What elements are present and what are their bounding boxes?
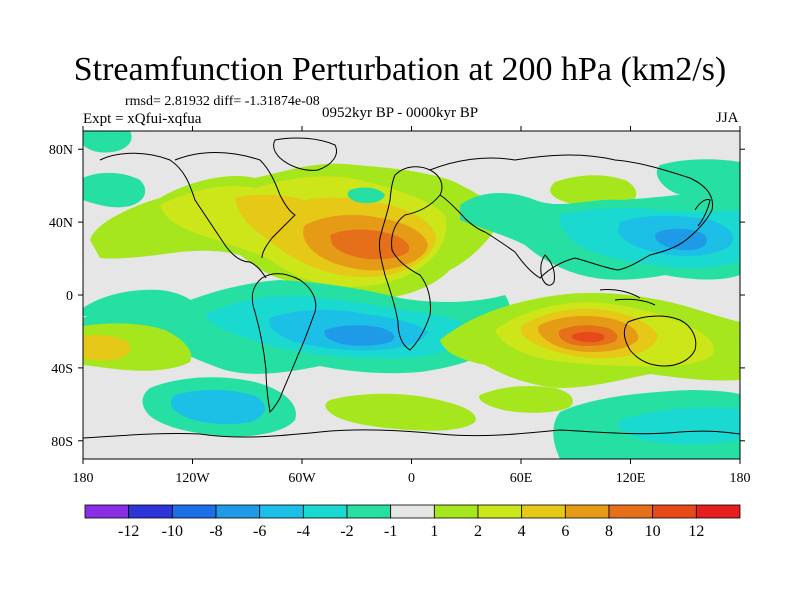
colorbar-swatch bbox=[128, 504, 173, 519]
coast-south-america bbox=[251, 273, 317, 414]
colorbar-label: 1 bbox=[430, 523, 438, 540]
contour-fill-pos-indian-6 bbox=[572, 331, 605, 343]
x-axis: 180 120W 60W 0 60E 120E 180 bbox=[73, 126, 751, 486]
coast-japan bbox=[694, 199, 711, 227]
contour-fill-neg-s-pacific-high-2 bbox=[170, 389, 266, 425]
contour-fill-neg-arctic-right bbox=[656, 159, 740, 199]
colorbar-label: 6 bbox=[561, 523, 569, 540]
colorbar-label: -2 bbox=[340, 523, 353, 540]
colorbar-label: 12 bbox=[688, 523, 704, 540]
contour-fill-pos-n-atlantic-5 bbox=[330, 229, 410, 260]
colorbar-swatch bbox=[433, 504, 479, 519]
coastlines bbox=[83, 137, 740, 439]
colorbar-label: 4 bbox=[518, 523, 526, 540]
colorbar-label: 8 bbox=[605, 523, 613, 540]
y-tick-label: 40S bbox=[51, 362, 73, 377]
y-tick-label: 40N bbox=[49, 216, 73, 231]
coast-indonesia bbox=[599, 289, 656, 306]
colorbar-label: 2 bbox=[474, 523, 482, 540]
map-panel bbox=[83, 131, 740, 459]
x-tick-label: 120E bbox=[616, 471, 646, 486]
colorbar-label: -10 bbox=[162, 523, 183, 540]
coast-australia bbox=[623, 315, 697, 367]
contour-fill-neg-arctic-left bbox=[83, 131, 132, 153]
contour-fill-neg-asia-4 bbox=[655, 228, 707, 251]
x-tick-label: 180 bbox=[730, 471, 751, 486]
contour-fill-neg-s-atlantic-4 bbox=[324, 325, 395, 346]
x-tick-label: 0 bbox=[408, 471, 415, 486]
x-tick-label: 180 bbox=[73, 471, 94, 486]
colorbar-swatch bbox=[521, 504, 566, 519]
colorbar-swatch bbox=[215, 504, 261, 519]
colorbar-swatch bbox=[477, 504, 523, 519]
y-axis: 80N 40N 0 40S 80S bbox=[49, 143, 745, 450]
colorbar-swatch bbox=[302, 504, 348, 519]
y-tick-label: 0 bbox=[66, 289, 73, 304]
x-tick-label: 60E bbox=[510, 471, 533, 486]
y-tick-label: 80S bbox=[51, 435, 73, 450]
chart-title: Streamfunction Perturbation at 200 hPa (… bbox=[73, 51, 727, 88]
coast-north-america bbox=[99, 152, 296, 279]
coast-india bbox=[540, 254, 555, 286]
stats-text: rmsd= 2.81932 diff= -1.31874e-08 bbox=[125, 94, 320, 109]
experiment-label: Expt = xQfui-xqfua bbox=[83, 111, 202, 127]
colorbar-swatch bbox=[171, 504, 217, 519]
coast-eurasia bbox=[429, 154, 714, 279]
colorbar-swatch bbox=[390, 504, 435, 519]
colorbar-swatch bbox=[259, 504, 304, 519]
colorbar: -12 -10 -8 -6 -4 -2 -1 1 2 4 6 8 10 12 bbox=[84, 504, 741, 540]
colorbar-swatch bbox=[608, 504, 654, 519]
y-tick-label: 80N bbox=[49, 143, 73, 158]
colorbar-label: -4 bbox=[297, 523, 310, 540]
contour-fill-pos-s-indian-mid bbox=[479, 386, 573, 413]
coast-antarctica bbox=[83, 429, 740, 439]
contour-fill-neg-n-atlantic-small bbox=[347, 187, 385, 204]
colorbar-label: 10 bbox=[645, 523, 661, 540]
colorbar-label: -12 bbox=[118, 523, 139, 540]
colorbar-label: -1 bbox=[384, 523, 397, 540]
colorbar-swatch bbox=[695, 504, 741, 519]
colorbar-swatch bbox=[564, 504, 610, 519]
contour-fill-neg-ne-pacific bbox=[83, 172, 146, 208]
period-label: 0952kyr BP - 0000kyr BP bbox=[322, 105, 479, 121]
colorbar-swatch bbox=[84, 504, 130, 519]
contour-fill-neg-e-pacific bbox=[83, 289, 200, 318]
colorbar-label: -6 bbox=[253, 523, 266, 540]
contour-fill-pos-s-atlantic-high bbox=[325, 393, 476, 431]
x-tick-label: 60W bbox=[288, 471, 316, 486]
colorbar-swatch bbox=[346, 504, 392, 519]
coast-greenland bbox=[273, 137, 337, 171]
x-tick-label: 120W bbox=[175, 471, 210, 486]
colorbar-swatch bbox=[652, 504, 697, 519]
contour-fill-pos-s-pacific-2 bbox=[83, 335, 131, 361]
season-label: JJA bbox=[716, 110, 739, 126]
colorbar-label: -8 bbox=[209, 523, 222, 540]
contour-fill-neg-s-indian-high-2 bbox=[617, 407, 740, 445]
